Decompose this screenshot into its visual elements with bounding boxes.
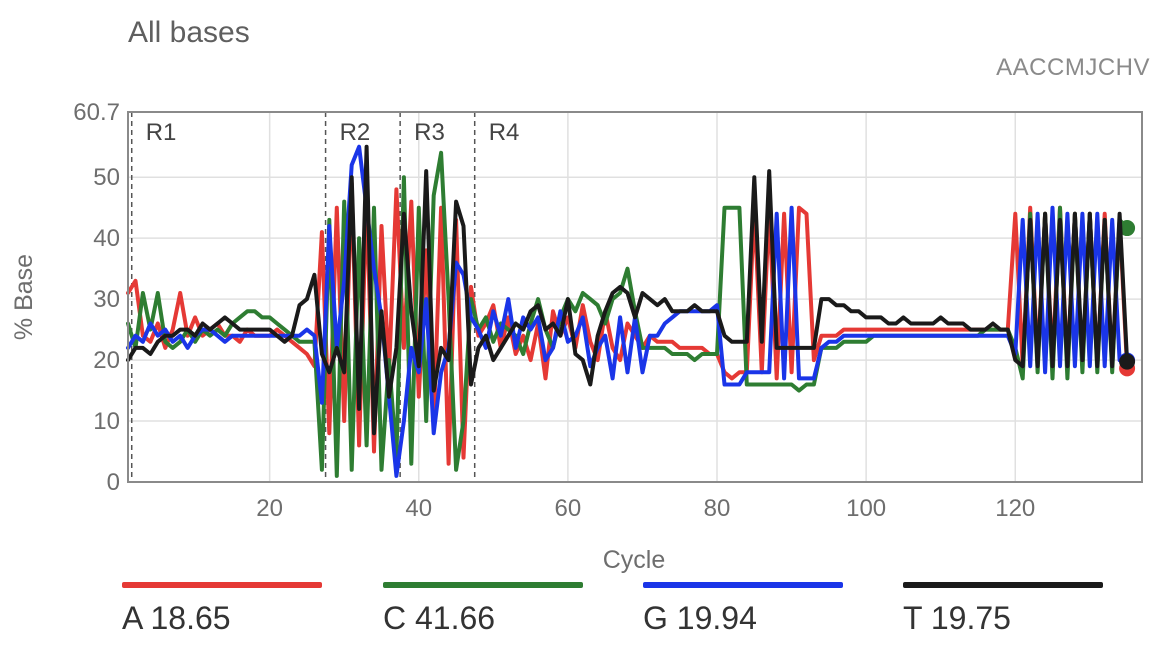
legend-swatch-t	[903, 582, 1103, 588]
y-tick-label: 20	[93, 347, 120, 374]
x-axis-label: Cycle	[603, 546, 666, 574]
legend-value-a: 18.65	[150, 600, 231, 636]
legend-item-c[interactable]: C 41.66	[383, 582, 583, 637]
legend-swatch-g	[643, 582, 843, 588]
x-tick-label: 40	[405, 495, 432, 522]
y-tick-label: 10	[93, 408, 120, 435]
x-tick-label: 80	[704, 495, 731, 522]
legend-name-c: C	[383, 600, 407, 636]
grid	[128, 112, 1142, 482]
legend-value-t: 19.75	[930, 600, 1011, 636]
legend-label-g: G 19.94	[643, 600, 843, 637]
legend-item-t[interactable]: T 19.75	[903, 582, 1103, 637]
y-tick-label: 30	[93, 286, 120, 313]
legend-item-g[interactable]: G 19.94	[643, 582, 843, 637]
x-tick-label: 100	[846, 495, 886, 522]
legend-name-g: G	[643, 600, 668, 636]
series-end-marker-c	[1119, 220, 1136, 237]
legend-label-c: C 41.66	[383, 600, 583, 637]
x-tick-label: 60	[555, 495, 582, 522]
legend-swatch-c	[383, 582, 583, 588]
region-label: R2	[340, 119, 371, 146]
x-tick-label: 20	[256, 495, 283, 522]
y-tick-label: 60.7	[73, 99, 120, 126]
legend-swatch-a	[122, 582, 322, 588]
series-lines	[126, 144, 1136, 478]
region-label: R4	[489, 119, 520, 146]
legend-name-t: T	[903, 600, 922, 636]
series-line-a	[126, 181, 1130, 466]
y-axis-label: % Base	[10, 254, 38, 340]
series-line-c	[126, 150, 1130, 478]
series-line-t	[126, 144, 1130, 436]
run-id-label: AACCMJCHV	[996, 54, 1150, 81]
region-label: R1	[146, 119, 177, 146]
x-tick-label: 120	[995, 495, 1035, 522]
legend-value-c: 41.66	[415, 600, 496, 636]
chart-title: All bases	[128, 16, 250, 49]
axis-ticks: 20 40 60 80 100 120 0 10 20 30 40 50 60.7	[73, 99, 1035, 522]
legend: A 18.65 C 41.66 G 19.94 T 19.75	[0, 582, 1162, 646]
legend-label-a: A 18.65	[122, 600, 322, 637]
y-tick-label: 40	[93, 225, 120, 252]
series-end-marker-t	[1119, 353, 1136, 370]
base-composition-chart: R1 R2 R3 R4 20 40 60 80 100 120 0 10 20 30 40 50 60.7 C…	[10, 99, 1143, 574]
legend-name-a: A	[122, 600, 142, 636]
series-line-g	[126, 144, 1130, 478]
y-tick-label: 0	[107, 469, 120, 496]
plot-frame	[127, 111, 1143, 483]
region-label: R3	[414, 119, 445, 146]
y-tick-label: 50	[93, 164, 120, 191]
legend-value-g: 19.94	[676, 600, 757, 636]
legend-item-a[interactable]: A 18.65	[122, 582, 322, 637]
legend-label-t: T 19.75	[903, 600, 1103, 637]
